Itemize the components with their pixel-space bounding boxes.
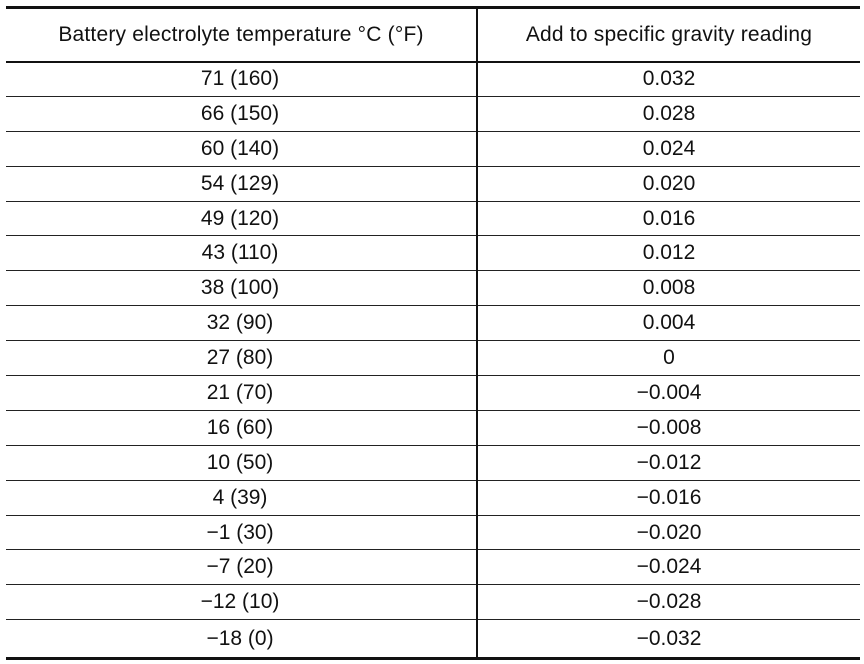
- header-gravity-correction: Add to specific gravity reading: [477, 6, 860, 63]
- temperature-correction-table: Battery electrolyte temperature °C (°F) …: [6, 6, 860, 661]
- temperature-cell: −12 (10): [6, 584, 478, 621]
- temperature-cell: 54 (129): [6, 166, 478, 202]
- correction-cell: −0.004: [477, 375, 860, 411]
- temperature-cell: −18 (0): [6, 619, 478, 661]
- table-row: 27 (80) 0: [6, 340, 860, 377]
- header-temperature: Battery electrolyte temperature °C (°F): [6, 6, 478, 63]
- table-row: 16 (60) −0.008: [6, 410, 860, 446]
- correction-cell: −0.012: [477, 445, 860, 481]
- correction-cell: 0.008: [477, 270, 860, 307]
- correction-cell: 0.028: [477, 96, 860, 132]
- table-row: 60 (140) 0.024: [6, 131, 860, 167]
- temperature-correction-table-container: Battery electrolyte temperature °C (°F) …: [6, 6, 860, 661]
- temperature-cell: 66 (150): [6, 96, 478, 132]
- table-row: −7 (20) −0.024: [6, 549, 860, 586]
- temperature-cell: 43 (110): [6, 235, 478, 272]
- table-row: 71 (160) 0.032: [6, 61, 860, 97]
- correction-cell: 0.024: [477, 131, 860, 167]
- temperature-cell: 71 (160): [6, 61, 478, 97]
- table-body: 71 (160) 0.032 66 (150) 0.028 60 (140) 0…: [6, 61, 860, 661]
- temperature-cell: −1 (30): [6, 515, 478, 551]
- table-row: −18 (0) −0.032: [6, 619, 860, 661]
- table-row: 54 (129) 0.020: [6, 166, 860, 202]
- temperature-cell: 27 (80): [6, 340, 478, 377]
- correction-cell: 0.016: [477, 201, 860, 237]
- table-row: 21 (70) −0.004: [6, 375, 860, 411]
- correction-cell: 0: [477, 340, 860, 377]
- table-row: 43 (110) 0.012: [6, 235, 860, 272]
- temperature-cell: 60 (140): [6, 131, 478, 167]
- table-row: −1 (30) −0.020: [6, 515, 860, 551]
- correction-cell: 0.020: [477, 166, 860, 202]
- temperature-cell: 32 (90): [6, 305, 478, 342]
- header-row: Battery electrolyte temperature °C (°F) …: [6, 6, 860, 63]
- correction-cell: −0.032: [477, 619, 860, 661]
- correction-cell: 0.012: [477, 235, 860, 272]
- temperature-cell: 21 (70): [6, 375, 478, 411]
- correction-cell: −0.028: [477, 584, 860, 621]
- table-row: 49 (120) 0.016: [6, 201, 860, 237]
- temperature-cell: 16 (60): [6, 410, 478, 446]
- temperature-cell: −7 (20): [6, 549, 478, 586]
- correction-cell: −0.016: [477, 480, 860, 516]
- table-row: 10 (50) −0.012: [6, 445, 860, 481]
- correction-cell: −0.008: [477, 410, 860, 446]
- table-header: Battery electrolyte temperature °C (°F) …: [6, 6, 860, 63]
- table-row: 66 (150) 0.028: [6, 96, 860, 132]
- temperature-cell: 4 (39): [6, 480, 478, 516]
- correction-cell: −0.024: [477, 549, 860, 586]
- correction-cell: −0.020: [477, 515, 860, 551]
- table-row: −12 (10) −0.028: [6, 584, 860, 621]
- table-row: 38 (100) 0.008: [6, 270, 860, 307]
- table-row: 4 (39) −0.016: [6, 480, 860, 516]
- temperature-cell: 38 (100): [6, 270, 478, 307]
- table-row: 32 (90) 0.004: [6, 305, 860, 342]
- temperature-cell: 10 (50): [6, 445, 478, 481]
- temperature-cell: 49 (120): [6, 201, 478, 237]
- correction-cell: 0.004: [477, 305, 860, 342]
- correction-cell: 0.032: [477, 61, 860, 97]
